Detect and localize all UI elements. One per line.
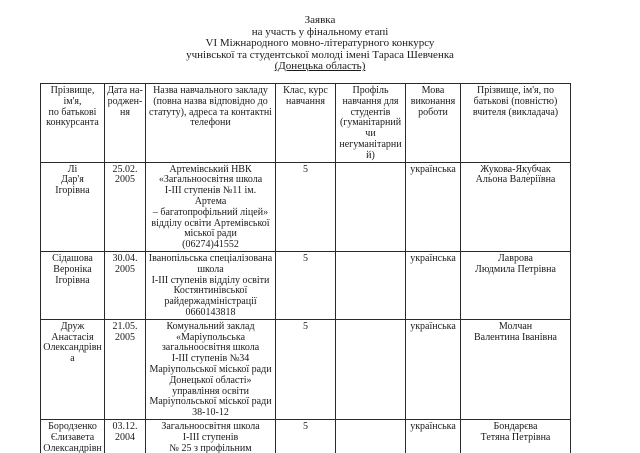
header-cell-teacher-name: Прізвище, ім'я, по батькові (повністю) в… <box>460 83 571 163</box>
cell-contestant-name: Друж Анастасія Олександрівна <box>40 318 105 420</box>
title-line-3: VI Міжнародного мовно-літературного конк… <box>205 37 435 50</box>
cell-birth-date: 25.02. 2005 <box>104 161 146 252</box>
cell-teacher-name: Лаврова Людмила Петрівна <box>460 250 571 320</box>
cell-contestant-name: Лі Дар'я Ігорівна <box>40 161 105 252</box>
title-line-2: на участь у фінальному етапі <box>251 25 389 38</box>
title-line-4: учнівської та студентської молоді імені … <box>186 48 454 61</box>
document-title: Заявка на участь у фінальному етапі VI М… <box>0 14 640 73</box>
cell-profile <box>335 418 406 453</box>
cell-teacher-name: Жукова-Якубчак Альона Валеріївна <box>460 161 571 252</box>
cell-birth-date: 30.04. 2005 <box>104 250 146 320</box>
cell-contestant-name: Сідашова Вероніка Ігорівна <box>40 250 105 320</box>
cell-language: українська <box>405 318 461 420</box>
cell-grade: 5 <box>275 250 336 320</box>
cell-school: Артемівський НВК «Загальноосвітня школа … <box>145 161 276 252</box>
title-region-line: (Донецька область) <box>0 61 640 73</box>
cell-school: Іванопільська спеціалізована школа І-ІІІ… <box>145 250 276 320</box>
cell-language: українська <box>405 418 461 453</box>
header-cell-language: Мова виконання роботи <box>405 83 461 163</box>
cell-school: Загальноосвітня школа І-ІІІ ступенів № 2… <box>145 418 276 453</box>
cell-grade: 5 <box>275 161 336 252</box>
cell-language: українська <box>405 161 461 252</box>
header-cell-grade: Клас, курс навчання <box>275 83 336 163</box>
header-cell-profile: Профіль навчання для студентів (гуманіта… <box>335 83 406 163</box>
table-header-row: Прізвище, ім'я, по батькові конкурсанта … <box>40 83 571 163</box>
header-cell-school: Назва навчального закладу (повна назва в… <box>145 83 276 163</box>
cell-birth-date: 21.05. 2005 <box>104 318 146 420</box>
table-row: Друж Анастасія Олександрівна 21.05. 2005… <box>40 318 571 420</box>
table-row: Бородзенко Єлизавета Олександрівна 03.12… <box>40 418 571 453</box>
region-underlined-text: (Донецька область) <box>274 60 366 73</box>
header-cell-birth-date: Дата на- роджен- ня <box>104 83 146 163</box>
cell-profile <box>335 318 406 420</box>
cell-grade: 5 <box>275 418 336 453</box>
cell-profile <box>335 250 406 320</box>
table-row: Лі Дар'я Ігорівна 25.02. 2005 Артемівськ… <box>40 161 571 252</box>
cell-teacher-name: Бондарєва Тетяна Петрівна <box>460 418 571 453</box>
application-table: Прізвище, ім'я, по батькові конкурсанта … <box>40 83 571 453</box>
cell-contestant-name: Бородзенко Єлизавета Олександрівна <box>40 418 105 453</box>
cell-school: Комунальний заклад «Маріупольська загаль… <box>145 318 276 420</box>
cell-profile <box>335 161 406 252</box>
title-line-1: Заявка <box>304 14 336 26</box>
cell-birth-date: 03.12. 2004 <box>104 418 146 453</box>
table-row: Сідашова Вероніка Ігорівна 30.04. 2005 І… <box>40 250 571 320</box>
cell-language: українська <box>405 250 461 320</box>
header-cell-contestant-name: Прізвище, ім'я, по батькові конкурсанта <box>40 83 105 163</box>
cell-grade: 5 <box>275 318 336 420</box>
cell-teacher-name: Молчан Валентина Іванівна <box>460 318 571 420</box>
